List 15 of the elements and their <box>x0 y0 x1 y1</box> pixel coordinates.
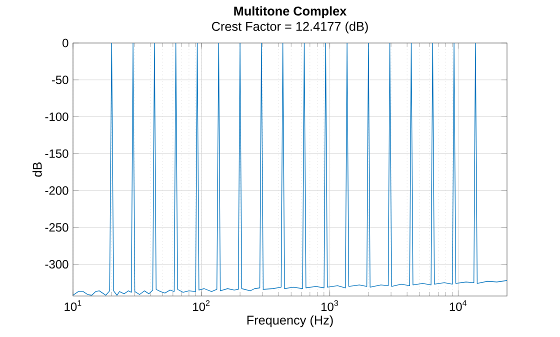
chart-title: Multitone Complex <box>234 6 347 18</box>
y-tick-label: -200 <box>45 186 68 195</box>
y-tick-label: -100 <box>45 112 68 122</box>
y-tick-label: -150 <box>45 149 68 158</box>
y-tick-label: -300 <box>45 260 68 269</box>
y-tick-label: -50 <box>52 76 68 84</box>
x-tick-label: 10$^{2}$ <box>193 300 210 312</box>
x-tick-label: 10$^{3}$ <box>321 300 338 312</box>
y-axis-title: dB <box>32 162 42 177</box>
x-tick-label: 10$^{4}$ <box>450 300 467 311</box>
x-tick-label: 10$^{1}$ <box>64 300 82 311</box>
y-tick-label: 0 <box>62 38 68 48</box>
x-axis-title: Frequency (Hz) <box>247 315 333 328</box>
y-tick-label: -250 <box>45 223 68 232</box>
chart-subtitle: Crest Factor = 12.4177 (dB) <box>212 22 368 34</box>
